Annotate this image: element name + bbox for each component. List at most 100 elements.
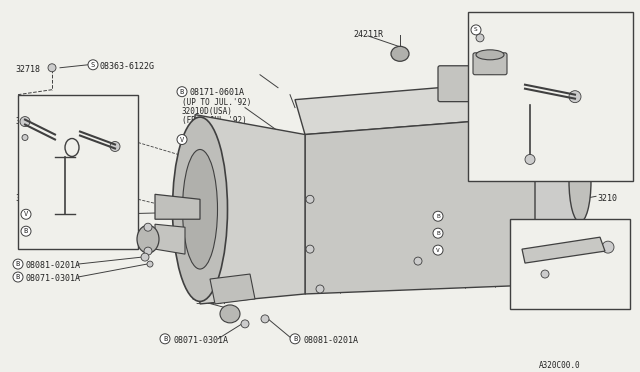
Text: 08171-0601A: 08171-0601A (190, 88, 245, 97)
Text: B: B (293, 336, 297, 342)
Text: 08915-2401A: 08915-2401A (190, 135, 245, 145)
Text: 08121-0551E: 08121-0551E (34, 228, 89, 237)
Ellipse shape (475, 62, 505, 74)
Text: C2118: C2118 (548, 294, 573, 303)
Circle shape (88, 60, 98, 70)
Circle shape (20, 116, 30, 126)
Ellipse shape (476, 50, 504, 60)
Circle shape (177, 87, 187, 97)
Text: 32712: 32712 (15, 116, 38, 126)
Text: 32707: 32707 (52, 234, 75, 243)
Text: 3210: 3210 (597, 194, 617, 203)
Circle shape (21, 209, 31, 219)
Circle shape (316, 285, 324, 293)
Text: 32010A(USA): 32010A(USA) (438, 192, 489, 201)
Circle shape (414, 257, 422, 265)
Circle shape (160, 334, 170, 344)
Text: 08081-0201A: 08081-0201A (26, 261, 81, 270)
Text: 08071-0301A: 08071-0301A (26, 274, 81, 283)
Text: 30429M: 30429M (195, 297, 225, 306)
Text: 32710: 32710 (52, 154, 75, 163)
Circle shape (13, 272, 23, 282)
Text: 24211R: 24211R (353, 30, 383, 39)
Text: 32718: 32718 (15, 65, 40, 74)
Text: (UP TO JUL.'92): (UP TO JUL.'92) (182, 98, 252, 107)
Circle shape (261, 315, 269, 323)
FancyBboxPatch shape (473, 53, 507, 75)
Circle shape (22, 135, 28, 141)
Text: 25010Y: 25010Y (503, 55, 531, 64)
Circle shape (177, 135, 187, 144)
Circle shape (541, 250, 549, 258)
Text: B: B (16, 274, 20, 280)
Text: 32703: 32703 (90, 110, 113, 119)
Text: B: B (163, 336, 167, 342)
Text: 08071-0301A: 08071-0301A (173, 336, 228, 345)
Text: 08915-2401A: 08915-2401A (446, 247, 497, 256)
Text: V: V (24, 211, 28, 217)
Text: 30429: 30429 (190, 257, 215, 266)
Polygon shape (155, 224, 185, 254)
Text: B: B (24, 228, 28, 234)
Bar (468, 12, 633, 182)
Circle shape (525, 154, 535, 164)
Polygon shape (295, 80, 560, 135)
Polygon shape (195, 115, 305, 304)
Polygon shape (535, 80, 580, 284)
Circle shape (48, 64, 56, 72)
Text: B: B (436, 214, 440, 219)
Text: 08363-6122G: 08363-6122G (100, 62, 155, 71)
Polygon shape (155, 194, 200, 219)
Text: 08363-6122G: 08363-6122G (484, 27, 535, 36)
Text: (UP TO JUN.'90): (UP TO JUN.'90) (446, 239, 515, 248)
Polygon shape (305, 115, 560, 294)
Text: B: B (180, 89, 184, 95)
Text: B: B (436, 231, 440, 236)
Ellipse shape (173, 117, 227, 301)
Circle shape (13, 259, 23, 269)
Text: (FROM JUL.'93): (FROM JUL.'93) (470, 15, 535, 24)
Circle shape (147, 261, 153, 267)
Ellipse shape (391, 46, 409, 61)
Text: 08915-2401A: 08915-2401A (34, 211, 89, 220)
Text: 32703E: 32703E (520, 164, 548, 173)
Text: (FROM JUL.'92): (FROM JUL.'92) (438, 201, 503, 210)
Text: A320C00.0: A320C00.0 (538, 361, 580, 370)
Circle shape (144, 223, 152, 231)
Text: 32703: 32703 (530, 100, 553, 109)
Circle shape (141, 253, 149, 261)
Circle shape (471, 25, 481, 35)
Text: 08131-0651A: 08131-0651A (446, 230, 497, 239)
Text: 08171-0651A: 08171-0651A (446, 213, 497, 222)
Circle shape (110, 141, 120, 151)
Polygon shape (210, 274, 255, 304)
Ellipse shape (569, 141, 591, 222)
Circle shape (433, 228, 443, 238)
Circle shape (433, 245, 443, 255)
Circle shape (602, 241, 614, 253)
Text: V: V (436, 248, 440, 253)
Text: 32702: 32702 (15, 194, 40, 203)
Ellipse shape (137, 225, 159, 253)
Polygon shape (522, 237, 605, 263)
Circle shape (541, 270, 549, 278)
Bar (510, 219, 630, 309)
Ellipse shape (182, 150, 218, 269)
Bar (18, 94, 138, 249)
Text: (UP TO JUL.'92).: (UP TO JUL.'92). (446, 256, 520, 265)
Text: S: S (474, 28, 478, 32)
Text: V: V (180, 137, 184, 142)
Circle shape (306, 245, 314, 253)
Circle shape (241, 320, 249, 328)
Circle shape (476, 34, 484, 42)
Text: (UP TO JUL.'92): (UP TO JUL.'92) (446, 222, 515, 231)
FancyBboxPatch shape (438, 66, 522, 102)
Ellipse shape (220, 305, 240, 323)
Text: 32709: 32709 (65, 163, 88, 173)
Circle shape (306, 195, 314, 203)
Text: 32010D(USA): 32010D(USA) (182, 107, 233, 116)
Text: S: S (91, 62, 95, 68)
Text: (UP TO JUL.'92): (UP TO JUL.'92) (190, 145, 259, 154)
Circle shape (569, 91, 581, 103)
Text: 08081-0201A: 08081-0201A (303, 336, 358, 345)
